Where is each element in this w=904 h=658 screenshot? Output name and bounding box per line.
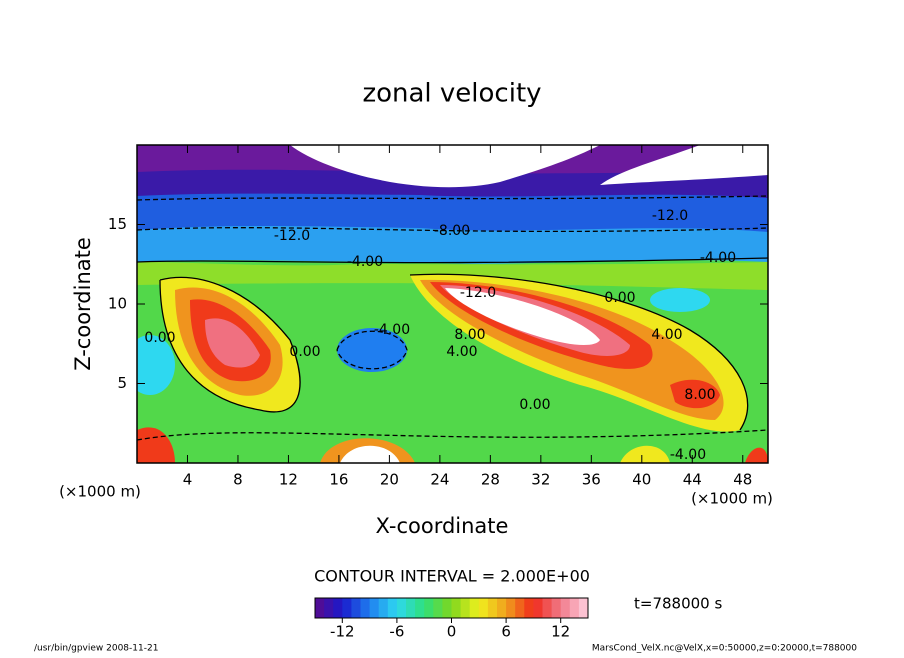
x-unit-left: (×1000 m) (59, 483, 141, 501)
colorbar-cell (460, 598, 471, 618)
x-tick-label: 36 (582, 471, 601, 489)
footer-left: /usr/bin/gpview 2008-11-21 (34, 644, 158, 654)
colorbar-cell (378, 598, 389, 618)
colorbar-cell (433, 598, 443, 618)
contour-label: 0.00 (604, 290, 635, 306)
colorbar-tick-label: -6 (389, 623, 404, 641)
colorbar-tick-label: 0 (447, 623, 457, 641)
colorbar-cell (524, 598, 534, 618)
contour-label: 0.00 (144, 330, 175, 346)
x-tick-label: 8 (233, 471, 243, 489)
x-axis-label: X-coordinate (376, 514, 509, 538)
colorbar-cell (369, 598, 380, 618)
colorbar-cell (551, 598, 562, 618)
x-tick-label: 44 (683, 471, 702, 489)
colorbar-cell (396, 598, 407, 618)
x-tick-label: 28 (481, 471, 500, 489)
colorbar-cell (487, 598, 498, 618)
colorbar-cell (415, 598, 425, 618)
y-axis-label: Z-coordinate (71, 237, 95, 371)
contour-label: -12.0 (274, 228, 310, 244)
contour-label: 0.00 (289, 344, 320, 360)
contour-label: -8.00 (434, 223, 470, 239)
x-tick-label: 20 (380, 471, 399, 489)
contour-label: -4.00 (374, 322, 410, 338)
x-tick-label: 32 (531, 471, 550, 489)
colorbar-cell (406, 598, 416, 618)
colorbar-cell (506, 598, 516, 618)
colorbar-cell (569, 598, 580, 618)
x-tick-label: 16 (329, 471, 348, 489)
colorbar-cell (324, 598, 334, 618)
contour-label: 8.00 (454, 327, 485, 343)
colorbar-cell (351, 598, 361, 618)
contour-label: -12.0 (460, 285, 496, 301)
contour-label: -4.00 (347, 254, 383, 270)
contour-label: -4.00 (670, 447, 706, 463)
colorbar-cell (442, 598, 452, 618)
colorbar-tick-label: 6 (501, 623, 511, 641)
contour-interval: CONTOUR INTERVAL = 2.000E+00 (314, 567, 590, 586)
x-tick-label: 48 (733, 471, 752, 489)
time-label: t=788000 s (634, 595, 722, 613)
colorbar-cell (478, 598, 489, 618)
colorbar-cell (451, 598, 462, 618)
contour-label: 8.00 (684, 387, 715, 403)
colorbar-cell (360, 598, 371, 618)
colorbar-cell (578, 598, 589, 618)
colorbar-cell (387, 598, 398, 618)
contour-field (137, 145, 768, 463)
y-tick-label: 10 (108, 295, 127, 313)
colorbar-cell (333, 598, 343, 618)
colorbar-cell (315, 598, 325, 618)
x-tick-label: 24 (430, 471, 449, 489)
contour-label: 0.00 (519, 397, 550, 413)
contour-label: 4.00 (651, 327, 682, 343)
colorbar-cell (533, 598, 543, 618)
y-tick-label: 5 (117, 374, 127, 392)
colorbar-cell (469, 598, 480, 618)
colorbar-cell (515, 598, 525, 618)
footer-right: MarsCond_VelX.nc@VelX,x=0:50000,z=0:2000… (592, 644, 857, 654)
colorbar-tick-label: -12 (330, 623, 355, 641)
chart-title: zonal velocity (362, 79, 541, 109)
colorbar-cell (542, 598, 553, 618)
contour-label: 4.00 (446, 344, 477, 360)
colorbar-cell (560, 598, 571, 618)
x-tick-label: 12 (279, 471, 298, 489)
x-tick-label: 4 (183, 471, 193, 489)
contour-label: -4.00 (700, 250, 736, 266)
x-unit-right: (×1000 m) (691, 490, 773, 508)
colorbar-tick-label: 12 (551, 623, 570, 641)
y-tick-label: 15 (108, 215, 127, 233)
colorbar-cell (342, 598, 352, 618)
colorbar-cell (497, 598, 507, 618)
contour-label: -12.0 (652, 208, 688, 224)
colorbar-cell (424, 598, 434, 618)
x-tick-label: 40 (632, 471, 651, 489)
